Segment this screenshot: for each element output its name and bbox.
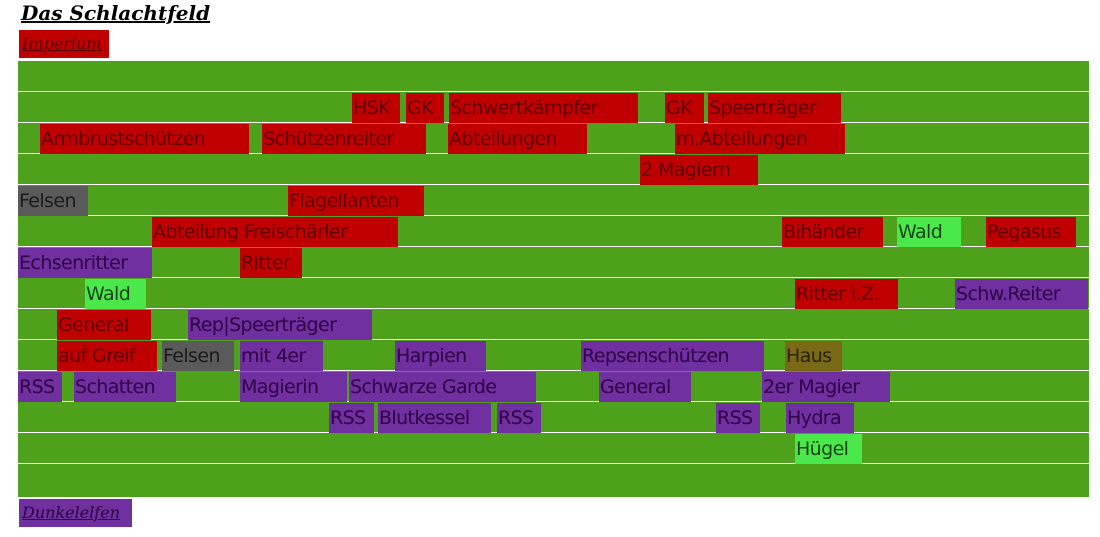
unit-auf-greif: auf Greif [57, 341, 157, 371]
unit-2-magiern: 2 Magiern [640, 155, 758, 185]
unit-abteilungen: Abteilungen [448, 124, 587, 154]
page-title: Das Schlachtfeld [21, 1, 211, 25]
unit-blutkessel: Blutkessel [378, 403, 491, 433]
unit-pegasus: Pegasus [986, 217, 1076, 247]
unit-speertraeger: Speerträger [708, 93, 841, 123]
terrain-felsen: Felsen [162, 341, 234, 371]
battlefield: HSK GK Schwertkämpfer GK Speerträger Arm… [18, 61, 1089, 497]
field-row [18, 433, 1089, 463]
unit-rep-speertraeger: Rep|Speerträger [188, 310, 372, 340]
faction-dunkelelfen-label: Dunkelelfen [19, 499, 132, 527]
unit-echsenritter: Echsenritter [18, 248, 152, 278]
terrain-huegel: Hügel [795, 434, 862, 464]
unit-repsenschuetzen: Repsenschützen [581, 341, 764, 371]
unit-hydra: Hydra [786, 403, 854, 433]
field-row [18, 402, 1089, 432]
unit-rss: RSS [18, 372, 62, 402]
field-row [18, 154, 1089, 184]
unit-bihaender: Bihänder [782, 217, 883, 247]
unit-abteilung-freischaerler: Abteilung Freischärler [152, 217, 398, 247]
unit-schwarze-garde: Schwarze Garde [349, 372, 536, 402]
terrain-wald: Wald [85, 279, 146, 309]
unit-gk: GK [406, 93, 444, 123]
field-row [18, 61, 1089, 91]
unit-general: General [599, 372, 691, 402]
unit-mit-4er: mit 4er [240, 341, 323, 371]
unit-armbrustschuetzen: Armbrustschützen [40, 124, 249, 154]
unit-rss: RSS [329, 403, 374, 433]
unit-schatten: Schatten [74, 372, 176, 402]
field-row [18, 247, 1089, 277]
field-row [18, 185, 1089, 215]
terrain-wald: Wald [897, 217, 961, 247]
unit-gk: GK [665, 93, 704, 123]
unit-schuetzenreiter: Schützenreiter [262, 124, 426, 154]
field-row [18, 278, 1089, 308]
field-row [18, 371, 1089, 401]
unit-m-abteilungen: m.Abteilungen [675, 124, 845, 154]
faction-imperium-label: Imperium [19, 30, 109, 58]
unit-ritter-iz: Ritter i.Z. [795, 279, 898, 309]
unit-hsk: HSK [352, 93, 400, 123]
unit-magierin: Magierin [240, 372, 347, 402]
unit-ritter: Ritter [240, 248, 302, 278]
terrain-haus: Haus [785, 341, 842, 371]
unit-general: General [57, 310, 151, 340]
unit-harpien: Harpien [395, 341, 486, 371]
field-row [18, 309, 1089, 339]
unit-flagellanten: Flagellanten [288, 186, 424, 216]
terrain-felsen: Felsen [18, 186, 88, 216]
unit-rss: RSS [716, 403, 760, 433]
unit-rss: RSS [497, 403, 541, 433]
unit-schw-reiter: Schw.Reiter [955, 279, 1088, 309]
field-row [18, 464, 1089, 497]
unit-schwertkaempfer: Schwertkämpfer [449, 93, 638, 123]
unit-2er-magier: 2er Magier [762, 372, 890, 402]
